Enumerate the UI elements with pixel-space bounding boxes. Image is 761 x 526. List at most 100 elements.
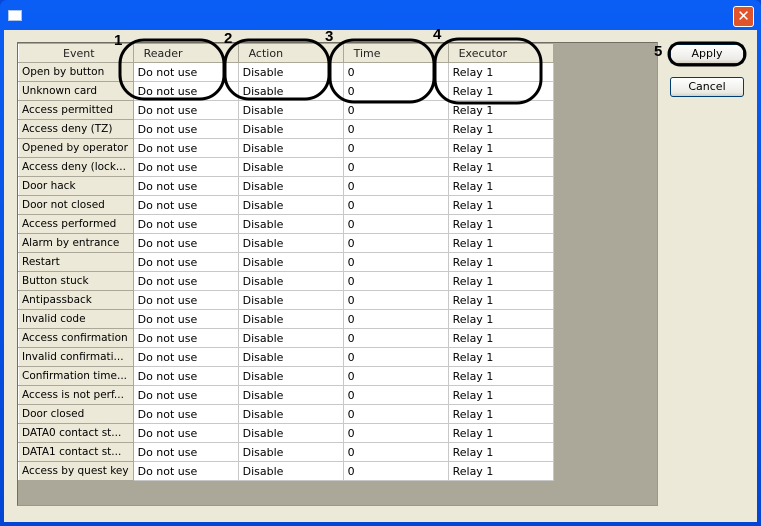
executor-cell[interactable]: Relay 1 xyxy=(447,442,554,462)
event-cell: Access by quest key xyxy=(18,461,134,481)
action-cell[interactable]: Disable xyxy=(237,366,344,386)
time-cell[interactable]: 0 xyxy=(342,309,449,329)
executor-cell[interactable]: Relay 1 xyxy=(447,366,554,386)
executor-cell[interactable]: Relay 1 xyxy=(447,138,554,158)
time-cell[interactable]: 0 xyxy=(342,385,449,405)
time-cell[interactable]: 0 xyxy=(342,138,449,158)
action-cell[interactable]: Disable xyxy=(237,176,344,196)
action-cell[interactable]: Disable xyxy=(237,81,344,101)
reader-cell[interactable]: Do not use xyxy=(132,385,239,405)
executor-cell[interactable]: Relay 1 xyxy=(447,385,554,405)
time-cell[interactable]: 0 xyxy=(342,328,449,348)
executor-cell[interactable]: Relay 1 xyxy=(447,233,554,253)
executor-cell[interactable]: Relay 1 xyxy=(447,119,554,139)
executor-cell[interactable]: Relay 1 xyxy=(447,81,554,101)
time-cell[interactable]: 0 xyxy=(342,119,449,139)
action-cell[interactable]: Disable xyxy=(237,385,344,405)
executor-cell[interactable]: Relay 1 xyxy=(447,347,554,367)
column-header-time[interactable]: Time xyxy=(342,43,449,63)
apply-button[interactable]: Apply xyxy=(670,44,744,64)
reader-cell[interactable]: Do not use xyxy=(132,271,239,291)
reader-cell[interactable]: Do not use xyxy=(132,138,239,158)
reader-cell[interactable]: Do not use xyxy=(132,157,239,177)
executor-cell[interactable]: Relay 1 xyxy=(447,157,554,177)
action-cell[interactable]: Disable xyxy=(237,442,344,462)
action-cell[interactable]: Disable xyxy=(237,461,344,481)
action-cell[interactable]: Disable xyxy=(237,100,344,120)
time-cell[interactable]: 0 xyxy=(342,157,449,177)
action-cell[interactable]: Disable xyxy=(237,328,344,348)
time-cell[interactable]: 0 xyxy=(342,62,449,82)
executor-cell[interactable]: Relay 1 xyxy=(447,252,554,272)
close-button[interactable]: ✕ xyxy=(733,6,754,27)
reader-cell[interactable]: Do not use xyxy=(132,328,239,348)
action-cell[interactable]: Disable xyxy=(237,157,344,177)
action-cell[interactable]: Disable xyxy=(237,62,344,82)
time-cell[interactable]: 0 xyxy=(342,271,449,291)
column-header-event[interactable]: Event xyxy=(18,43,134,63)
reader-cell[interactable]: Do not use xyxy=(132,423,239,443)
event-cell: DATA1 contact st... xyxy=(18,442,134,462)
time-cell[interactable]: 0 xyxy=(342,423,449,443)
action-cell[interactable]: Disable xyxy=(237,119,344,139)
action-cell[interactable]: Disable xyxy=(237,290,344,310)
executor-cell[interactable]: Relay 1 xyxy=(447,290,554,310)
time-cell[interactable]: 0 xyxy=(342,442,449,462)
time-cell[interactable]: 0 xyxy=(342,81,449,101)
column-header-executor[interactable]: Executor xyxy=(447,43,554,63)
action-cell[interactable]: Disable xyxy=(237,195,344,215)
time-cell[interactable]: 0 xyxy=(342,347,449,367)
reader-cell[interactable]: Do not use xyxy=(132,100,239,120)
time-cell[interactable]: 0 xyxy=(342,366,449,386)
executor-cell[interactable]: Relay 1 xyxy=(447,423,554,443)
executor-cell[interactable]: Relay 1 xyxy=(447,62,554,82)
time-cell[interactable]: 0 xyxy=(342,404,449,424)
table-row: Access confirmation Do not use Disable 0 Rel… xyxy=(18,328,554,348)
reader-cell[interactable]: Do not use xyxy=(132,195,239,215)
action-cell[interactable]: Disable xyxy=(237,214,344,234)
action-cell[interactable]: Disable xyxy=(237,252,344,272)
time-cell[interactable]: 0 xyxy=(342,100,449,120)
action-cell[interactable]: Disable xyxy=(237,233,344,253)
time-cell[interactable]: 0 xyxy=(342,252,449,272)
reader-cell[interactable]: Do not use xyxy=(132,309,239,329)
executor-cell[interactable]: Relay 1 xyxy=(447,461,554,481)
reader-cell[interactable]: Do not use xyxy=(132,461,239,481)
time-cell[interactable]: 0 xyxy=(342,214,449,234)
action-cell[interactable]: Disable xyxy=(237,138,344,158)
time-cell[interactable]: 0 xyxy=(342,176,449,196)
reader-cell[interactable]: Do not use xyxy=(132,81,239,101)
column-header-reader[interactable]: Reader xyxy=(132,43,239,63)
action-cell[interactable]: Disable xyxy=(237,404,344,424)
action-cell[interactable]: Disable xyxy=(237,347,344,367)
cancel-button[interactable]: Cancel xyxy=(670,77,744,97)
reader-cell[interactable]: Do not use xyxy=(132,252,239,272)
time-cell[interactable]: 0 xyxy=(342,290,449,310)
reader-cell[interactable]: Do not use xyxy=(132,233,239,253)
reader-cell[interactable]: Do not use xyxy=(132,442,239,462)
reader-cell[interactable]: Do not use xyxy=(132,62,239,82)
column-header-action[interactable]: Action xyxy=(237,43,344,63)
reader-cell[interactable]: Do not use xyxy=(132,290,239,310)
reader-cell[interactable]: Do not use xyxy=(132,347,239,367)
reader-cell[interactable]: Do not use xyxy=(132,119,239,139)
executor-cell[interactable]: Relay 1 xyxy=(447,195,554,215)
executor-cell[interactable]: Relay 1 xyxy=(447,309,554,329)
executor-cell[interactable]: Relay 1 xyxy=(447,100,554,120)
executor-cell[interactable]: Relay 1 xyxy=(447,404,554,424)
executor-cell[interactable]: Relay 1 xyxy=(447,214,554,234)
executor-cell[interactable]: Relay 1 xyxy=(447,271,554,291)
reader-cell[interactable]: Do not use xyxy=(132,176,239,196)
action-cell[interactable]: Disable xyxy=(237,423,344,443)
table-row: Access deny (lock... Do not use Disable 0 Re… xyxy=(18,157,554,177)
time-cell[interactable]: 0 xyxy=(342,233,449,253)
action-cell[interactable]: Disable xyxy=(237,309,344,329)
reader-cell[interactable]: Do not use xyxy=(132,366,239,386)
time-cell[interactable]: 0 xyxy=(342,195,449,215)
time-cell[interactable]: 0 xyxy=(342,461,449,481)
reader-cell[interactable]: Do not use xyxy=(132,214,239,234)
reader-cell[interactable]: Do not use xyxy=(132,404,239,424)
action-cell[interactable]: Disable xyxy=(237,271,344,291)
executor-cell[interactable]: Relay 1 xyxy=(447,176,554,196)
executor-cell[interactable]: Relay 1 xyxy=(447,328,554,348)
